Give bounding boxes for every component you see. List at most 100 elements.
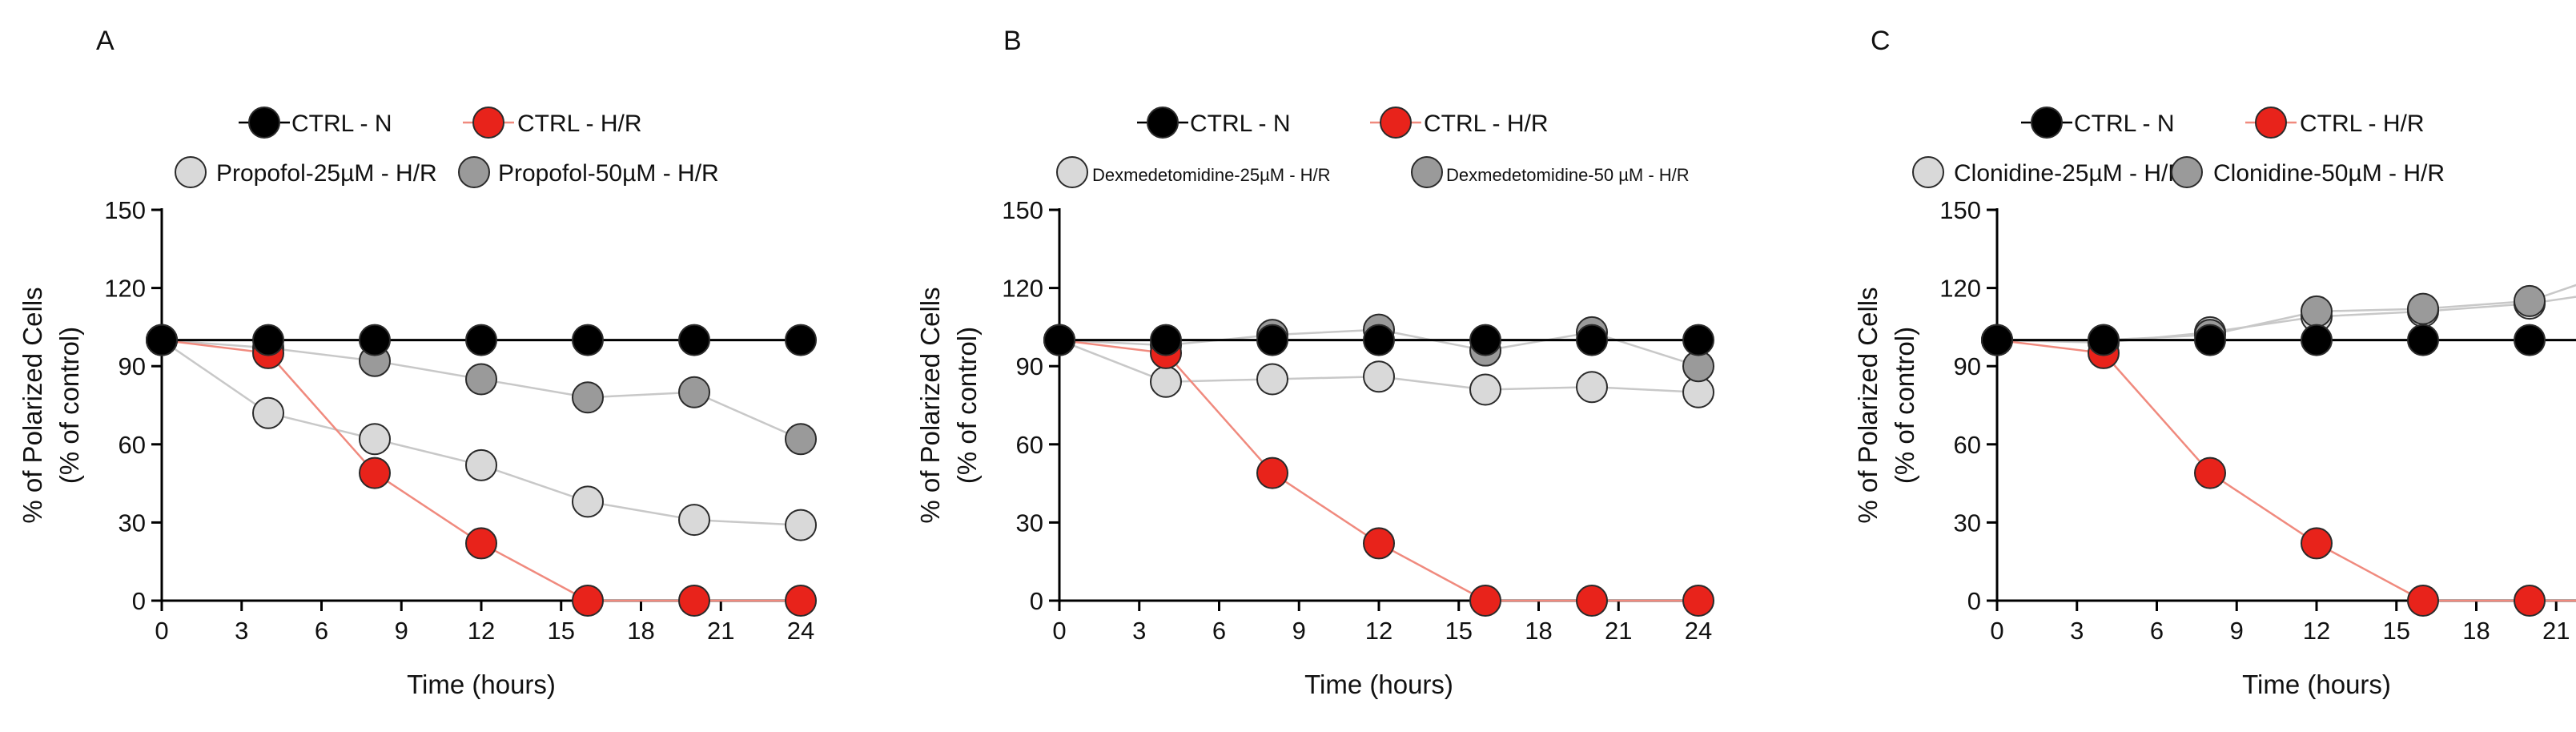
data-point-dose25 — [785, 509, 817, 541]
y-tick-label: 60 — [1016, 431, 1043, 459]
data-point-dose50 — [678, 376, 710, 408]
y-tick-label: 90 — [119, 352, 146, 380]
y-tick-label: 120 — [1002, 275, 1043, 303]
x-tick-label: 18 — [1525, 617, 1552, 645]
data-point-ctrl_hr — [359, 456, 391, 489]
data-point-ctrl_hr — [1363, 527, 1395, 560]
data-point-ctrl_n — [146, 324, 178, 356]
data-point-ctrl_n — [2407, 324, 2439, 356]
data-point-dose25 — [572, 485, 604, 518]
x-tick-label: 18 — [2462, 617, 2490, 645]
legend-marker-dose25 — [1912, 156, 1944, 188]
x-tick-label: 3 — [1132, 617, 1146, 645]
x-tick-label: 24 — [787, 617, 814, 645]
legend-marker-dose50 — [458, 156, 490, 188]
data-point-ctrl_hr — [2407, 585, 2439, 617]
legend-label-ctrl_hr: CTRL - H/R — [2300, 111, 2425, 137]
x-tick-label: 6 — [315, 617, 328, 645]
x-tick-label: 24 — [1685, 617, 1712, 645]
y-tick-label: 60 — [119, 431, 146, 459]
data-point-ctrl_n — [359, 324, 391, 356]
x-tick-label: 6 — [2150, 617, 2164, 645]
legend-marker-ctrl_n — [1147, 107, 1179, 139]
data-point-dose50 — [465, 363, 497, 396]
x-axis-title: Time (hours) — [1304, 670, 1453, 699]
data-point-dose25 — [1256, 363, 1288, 396]
legend-label-dose25: Dexmedetomidine-25µM - H/R — [1092, 165, 1331, 185]
data-point-dose25 — [359, 423, 391, 456]
x-tick-label: 9 — [395, 617, 408, 645]
y-tick-label: 60 — [1954, 431, 1981, 459]
panel-letter: B — [1003, 26, 1022, 56]
data-point-ctrl_n — [252, 324, 284, 356]
x-tick-label: 3 — [235, 617, 248, 645]
data-point-ctrl_n — [678, 324, 710, 356]
legend-marker-dose25 — [1056, 156, 1088, 188]
data-point-ctrl_n — [1363, 324, 1395, 356]
data-point-ctrl_n — [572, 324, 604, 356]
x-tick-label: 12 — [1365, 617, 1392, 645]
x-tick-label: 15 — [548, 617, 575, 645]
y-tick-label: 90 — [1954, 352, 1981, 380]
data-point-ctrl_hr — [2194, 456, 2226, 489]
data-point-dose50 — [2407, 292, 2439, 325]
data-point-ctrl_n — [1682, 324, 1714, 356]
legend-label-ctrl_hr: CTRL - H/R — [517, 111, 642, 137]
x-axis-title: Time (hours) — [2242, 670, 2391, 699]
legend-label-dose50: Clonidine-50µM - H/R — [2213, 160, 2445, 187]
data-point-dose25 — [252, 396, 284, 429]
legend-label-dose25: Propofol-25µM - H/R — [216, 160, 437, 187]
data-point-ctrl_n — [1469, 324, 1501, 356]
data-point-dose25 — [465, 448, 497, 481]
y-tick-label: 90 — [1016, 352, 1043, 380]
data-point-dose25 — [678, 504, 710, 537]
x-tick-label: 12 — [2303, 617, 2330, 645]
data-point-ctrl_n — [1043, 324, 1075, 356]
y-axis-title: % of Polarized Cells — [18, 287, 47, 523]
x-tick-label: 6 — [1212, 617, 1226, 645]
y-axis-subtitle: (% of control) — [1890, 327, 1919, 484]
legend-marker-dose25 — [175, 156, 207, 188]
legend-marker-ctrl_n — [2031, 107, 2063, 139]
x-tick-label: 3 — [2070, 617, 2084, 645]
data-point-dose25 — [1150, 365, 1182, 398]
data-point-dose50 — [2514, 284, 2546, 317]
legend-label-dose50: Dexmedetomidine-50 µM - H/R — [1446, 165, 1690, 185]
y-tick-label: 30 — [1954, 509, 1981, 537]
y-axis-title: % of Polarized Cells — [1853, 287, 1883, 523]
y-axis-subtitle: (% of control) — [952, 327, 982, 484]
x-tick-label: 15 — [1445, 617, 1473, 645]
y-tick-label: 0 — [132, 587, 146, 615]
data-point-ctrl_hr — [678, 585, 710, 617]
series-line-ctrl_hr — [1996, 339, 2576, 602]
chart-panel-a: A CTRL - N CTRL - H/R Propofol-25µM - H/R Pr… — [18, 26, 817, 699]
legend-marker-dose50 — [1411, 156, 1443, 188]
x-tick-label: 0 — [1052, 617, 1066, 645]
data-point-ctrl_n — [785, 324, 817, 356]
data-point-dose25 — [1469, 373, 1501, 406]
legend-label-ctrl_n: CTRL - N — [2074, 111, 2175, 137]
y-tick-label: 30 — [119, 509, 146, 537]
y-tick-label: 120 — [104, 275, 146, 303]
x-tick-label: 18 — [627, 617, 654, 645]
data-point-ctrl_hr — [785, 585, 817, 617]
legend-label-ctrl_n: CTRL - N — [291, 111, 392, 137]
x-tick-label: 9 — [2230, 617, 2244, 645]
y-tick-label: 150 — [1002, 196, 1043, 224]
panel-letter: A — [96, 26, 115, 56]
data-point-ctrl_n — [2301, 324, 2333, 356]
data-point-ctrl_n — [1256, 324, 1288, 356]
data-point-dose50 — [572, 381, 604, 414]
y-tick-label: 0 — [1967, 587, 1981, 615]
y-axis-subtitle: (% of control) — [54, 327, 84, 484]
legend-label-ctrl_n: CTRL - N — [1190, 111, 1291, 137]
legend-marker-ctrl_hr — [1380, 107, 1412, 139]
data-point-ctrl_hr — [2301, 527, 2333, 560]
data-point-ctrl_n — [1981, 324, 2013, 356]
y-tick-label: 150 — [1939, 196, 1981, 224]
data-point-ctrl_hr — [1576, 585, 1608, 617]
data-point-dose25 — [1576, 371, 1608, 404]
data-point-ctrl_hr — [1469, 585, 1501, 617]
data-point-ctrl_n — [2088, 324, 2120, 356]
